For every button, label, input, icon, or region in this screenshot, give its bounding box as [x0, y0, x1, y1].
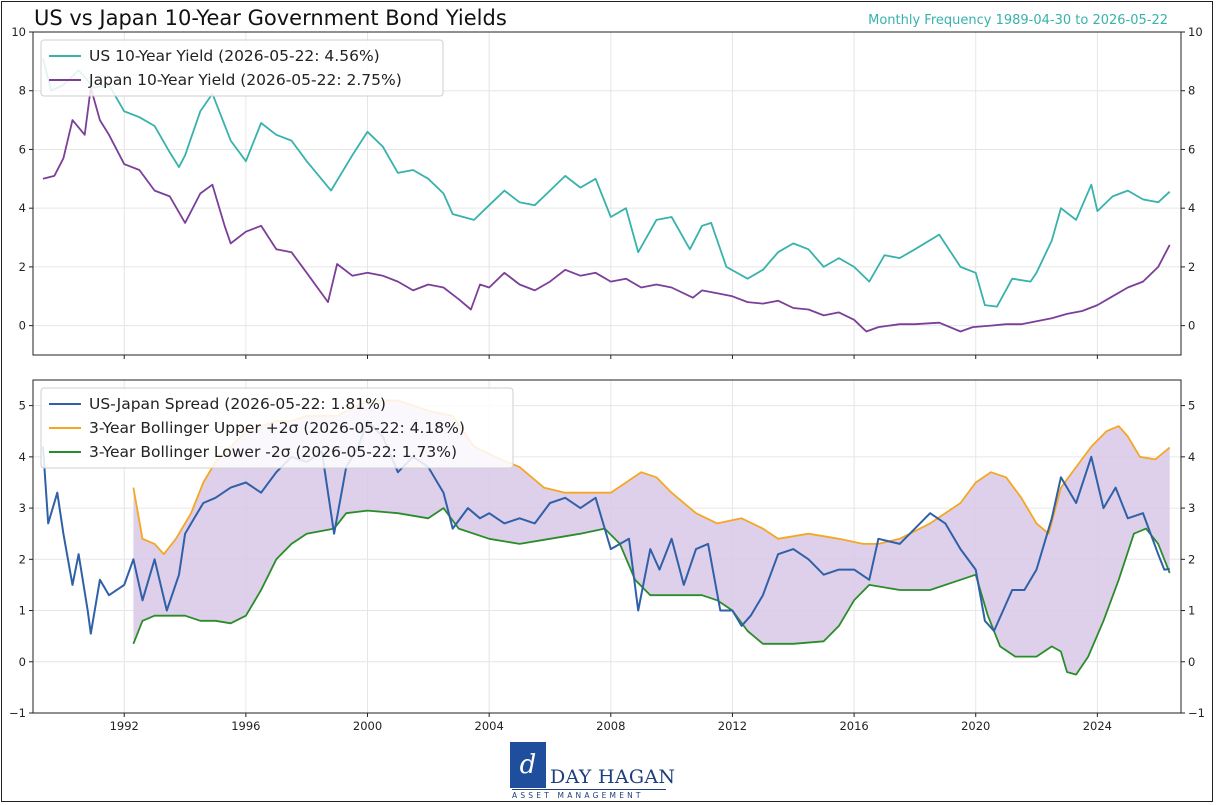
y-tick-label: 5	[19, 399, 26, 413]
y-tick-label-right: −1	[1188, 706, 1205, 720]
y-tick-label: 4	[19, 450, 26, 464]
legend-label: US-Japan Spread (2026-05-22: 1.81%)	[89, 395, 386, 413]
y-tick-label-right: 0	[1188, 319, 1195, 333]
logo-mark-icon: d	[510, 742, 546, 788]
y-tick-label-right: 8	[1188, 84, 1195, 98]
y-tick-label: 2	[19, 552, 26, 566]
y-tick-label-right: 3	[1188, 501, 1195, 515]
y-tick-label: 3	[19, 501, 26, 515]
logo-tagline: ASSET MANAGEMENT	[512, 789, 666, 800]
y-tick-label: −1	[9, 706, 26, 720]
day-hagan-logo: d DAY HAGAN ASSET MANAGEMENT	[510, 742, 675, 800]
x-tick-label: 2016	[839, 719, 868, 733]
series-line-0	[42, 420, 1170, 635]
x-tick-label: 2012	[718, 719, 747, 733]
legend-label: 3-Year Bollinger Upper +2σ (2026-05-22: …	[89, 419, 465, 437]
y-tick-label: 8	[19, 84, 26, 98]
y-tick-label-right: 2	[1188, 260, 1195, 274]
x-tick-label: 2000	[353, 719, 382, 733]
logo-name: DAY HAGAN	[550, 766, 676, 788]
legend-box	[40, 387, 514, 469]
legend-box	[40, 39, 444, 97]
series-line-2	[132, 507, 1171, 676]
x-tick-label: 2024	[1083, 719, 1112, 733]
y-tick-label: 1	[19, 604, 26, 618]
series-line-0	[42, 58, 1171, 308]
y-tick-label-right: 5	[1188, 399, 1195, 413]
y-tick-label: 4	[19, 201, 26, 215]
y-tick-label-right: 4	[1188, 450, 1195, 464]
y-tick-label: 10	[11, 25, 26, 39]
x-tick-label: 1992	[110, 719, 139, 733]
page-title: US vs Japan 10-Year Government Bond Yiel…	[34, 6, 507, 30]
legend-label: Japan 10-Year Yield (2026-05-22: 2.75%)	[88, 71, 402, 89]
y-tick-label: 2	[19, 260, 26, 274]
x-tick-label: 2008	[596, 719, 625, 733]
y-tick-label: 0	[19, 655, 26, 669]
y-tick-label-right: 0	[1188, 655, 1195, 669]
spread-panel: −1 −1 0 0 1 1 2 2 3 3 4 4 5 5 1992 1996 2000 2004 2008 2012…	[9, 379, 1205, 733]
yields-panel: 0 0 2 2 4 4 6 6 8 8 10 10 US 10-Year Yield (2026-05-…	[11, 25, 1203, 359]
x-tick-label: 2004	[475, 719, 504, 733]
axes-box	[32, 31, 1182, 356]
y-tick-label: 0	[19, 319, 26, 333]
legend-label: US 10-Year Yield (2026-05-22: 4.56%)	[89, 47, 380, 65]
bollinger-band-fill	[133, 400, 1170, 675]
frequency-subtitle: Monthly Frequency 1989-04-30 to 2026-05-…	[868, 13, 1168, 28]
y-tick-label-right: 10	[1188, 25, 1203, 39]
x-tick-label: 1996	[231, 719, 260, 733]
y-tick-label: 6	[19, 142, 26, 156]
legend-label: 3-Year Bollinger Lower -2σ (2026-05-22: …	[89, 443, 457, 461]
y-tick-label-right: 4	[1188, 201, 1195, 215]
y-tick-label-right: 6	[1188, 142, 1195, 156]
series-line-1	[42, 86, 1171, 333]
y-tick-label-right: 1	[1188, 604, 1195, 618]
x-tick-label: 2020	[961, 719, 990, 733]
axes-box	[32, 379, 1182, 714]
y-tick-label-right: 2	[1188, 552, 1195, 566]
